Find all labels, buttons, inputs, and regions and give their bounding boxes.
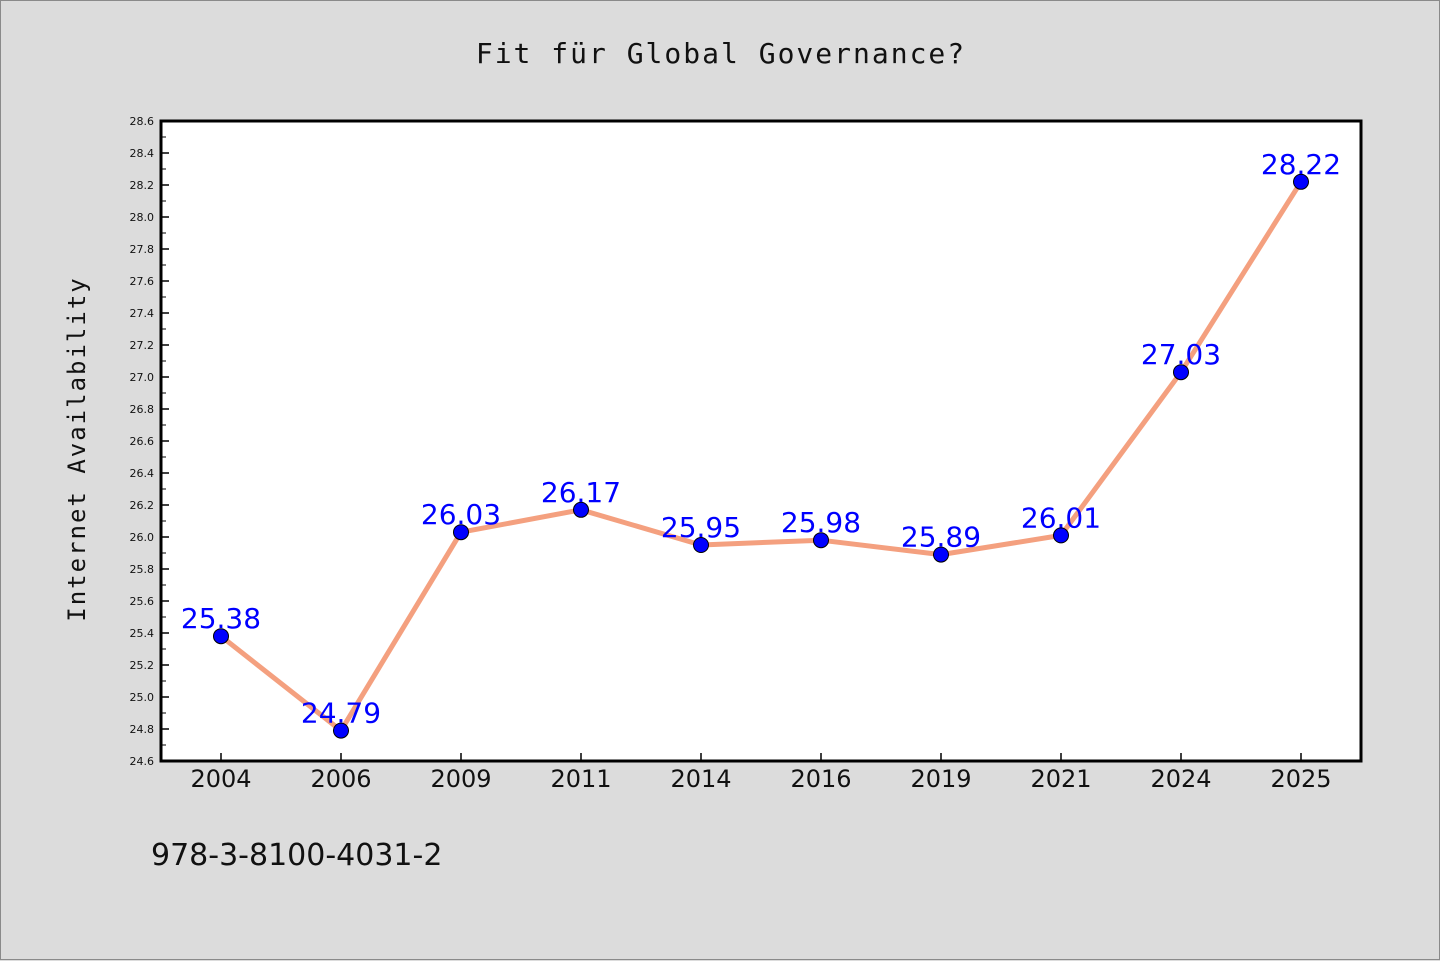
data-label: 26.17 [541,476,621,509]
x-tick-label: 2019 [910,765,971,793]
x-tick-label: 2014 [670,765,731,793]
data-point [813,532,829,549]
y-tick-label: 28.2 [130,179,155,192]
x-tick-label: 2009 [430,765,491,793]
x-tick-label: 2011 [550,765,611,793]
data-label: 26.01 [1021,501,1101,534]
data-point [693,537,709,553]
y-tick-label: 26.8 [130,403,155,416]
x-tick-label: 2025 [1270,765,1331,793]
y-tick-label: 28.0 [130,211,155,224]
data-label: 25.38 [181,602,261,635]
data-point [453,524,469,541]
x-axis: 2004 2006 2009 2011 2014 2016 2019 2021 2024 2025 [190,753,1332,793]
data-point [573,501,589,518]
data-point [1053,527,1069,544]
x-tick-label: 2006 [310,765,371,793]
series-line [218,179,1304,734]
y-axis-label: Internet Availability [63,276,91,621]
x-tick-label: 2021 [1030,765,1091,793]
y-tick-label: 25.6 [130,595,155,608]
data-label: 27.03 [1141,338,1221,371]
isbn-annotation: 978-3-8100-4031-2 [151,838,442,873]
data-point [933,546,949,563]
y-tick-label: 24.6 [130,755,155,768]
y-tick-label: 26.2 [130,499,155,512]
data-label: 25.98 [781,506,861,539]
y-tick-label: 24.8 [130,723,155,736]
y-tick-label: 26.4 [130,467,155,480]
data-point [1173,364,1189,381]
data-label: 25.89 [901,521,981,554]
x-tick-label: 2024 [1150,765,1211,793]
y-tick-label: 27.8 [130,243,155,256]
x-tick-label: 2016 [790,765,851,793]
y-tick-label: 26.6 [130,435,155,448]
data-label: 24.79 [301,697,381,730]
data-label: 25.95 [661,511,741,544]
y-tick-label: 28.4 [130,147,155,160]
data-point [333,722,349,739]
data-point [213,628,229,645]
data-label: 26.03 [421,498,501,531]
data-label: 28.22 [1261,148,1341,181]
y-tick-label: 25.2 [130,659,155,672]
y-tick-label: 25.8 [130,563,155,576]
chart-title: Fit für Global Governance? [476,37,966,70]
plot-area [159,119,1363,763]
y-tick-label: 25.0 [130,691,155,704]
x-tick-label: 2004 [190,765,251,793]
y-tick-label: 26.0 [130,531,155,544]
y-axis: 24.6 24.8 25.0 25.2 25.4 25.6 25.8 26.0 26.2 26.4… [130,115,169,768]
data-point [1293,173,1309,190]
y-tick-label: 25.4 [130,627,155,640]
series-layer: 25.38 24.79 26.03 26.17 25.95 25.98 25.89 26.01… [181,148,1341,739]
y-tick-label: 27.4 [130,307,155,320]
y-tick-label: 28.6 [130,115,155,128]
y-tick-label: 27.0 [130,371,155,384]
y-tick-label: 27.2 [130,339,155,352]
y-tick-label: 27.6 [130,275,155,288]
